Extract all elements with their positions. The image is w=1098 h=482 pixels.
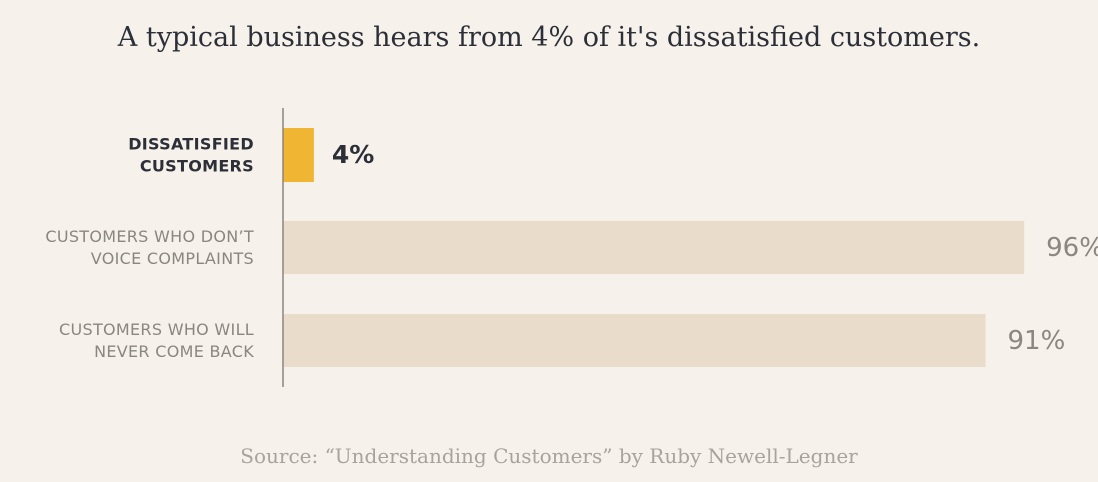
chart-source: Source: “Understanding Customers” by Rub… bbox=[240, 444, 858, 468]
value-label-2: 96% bbox=[1046, 233, 1098, 263]
bar-2 bbox=[283, 221, 1025, 274]
bar-3 bbox=[283, 314, 986, 367]
bar-1 bbox=[283, 128, 314, 182]
value-label-3: 91% bbox=[1008, 326, 1066, 356]
chart-title: A typical business hears from 4% of it's… bbox=[117, 22, 981, 53]
value-label-1: 4% bbox=[332, 140, 374, 169]
category-label-1: DISSATISFIED CUSTOMERS bbox=[128, 135, 254, 176]
category-label-3: CUSTOMERS WHO WILL NEVER COME BACK bbox=[59, 320, 254, 361]
category-label-2: CUSTOMERS WHO DON’T VOICE COMPLAINTS bbox=[45, 227, 254, 268]
